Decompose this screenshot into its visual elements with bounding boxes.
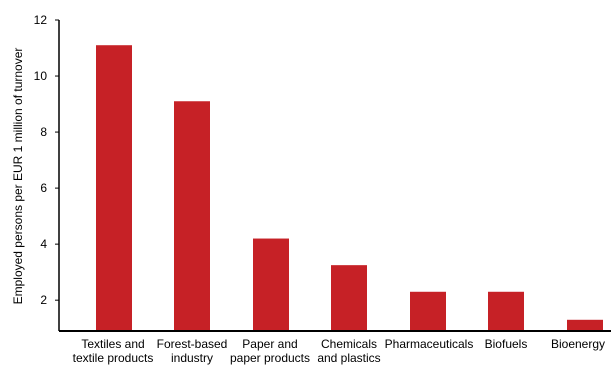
x-category-label-2: Paper and paper products xyxy=(230,337,310,365)
y-tick-label-4: 4 xyxy=(40,237,47,251)
y-axis-ticks: 2 4 6 8 10 12 xyxy=(34,13,59,307)
bar-1 xyxy=(174,101,210,331)
bar-5 xyxy=(488,291,524,331)
x-category-label-0: Textiles and textile products xyxy=(73,337,154,365)
y-tick-label-12: 12 xyxy=(34,13,48,27)
bar-4 xyxy=(410,291,446,331)
bar-3 xyxy=(331,265,367,331)
y-tick-label-10: 10 xyxy=(34,69,48,83)
bars xyxy=(96,45,603,331)
y-axis-label: Employed persons per EUR 1 million of tu… xyxy=(11,48,25,305)
bar-2 xyxy=(253,238,289,331)
bar-6 xyxy=(567,319,603,331)
x-category-label-3: Chemicals and plastics xyxy=(317,337,380,365)
x-axis-labels: Textiles and textile productsForest-based… xyxy=(73,337,605,365)
y-tick-label-2: 2 xyxy=(40,293,47,307)
x-category-label-4: Pharmaceuticals xyxy=(385,337,474,351)
y-tick-label-6: 6 xyxy=(40,181,47,195)
x-category-label-6: Bioenergy xyxy=(551,337,605,351)
y-tick-label-8: 8 xyxy=(40,125,47,139)
x-category-label-5: Biofuels xyxy=(485,337,528,351)
bar-0 xyxy=(96,45,132,331)
x-category-label-1: Forest-based industry xyxy=(157,337,228,365)
